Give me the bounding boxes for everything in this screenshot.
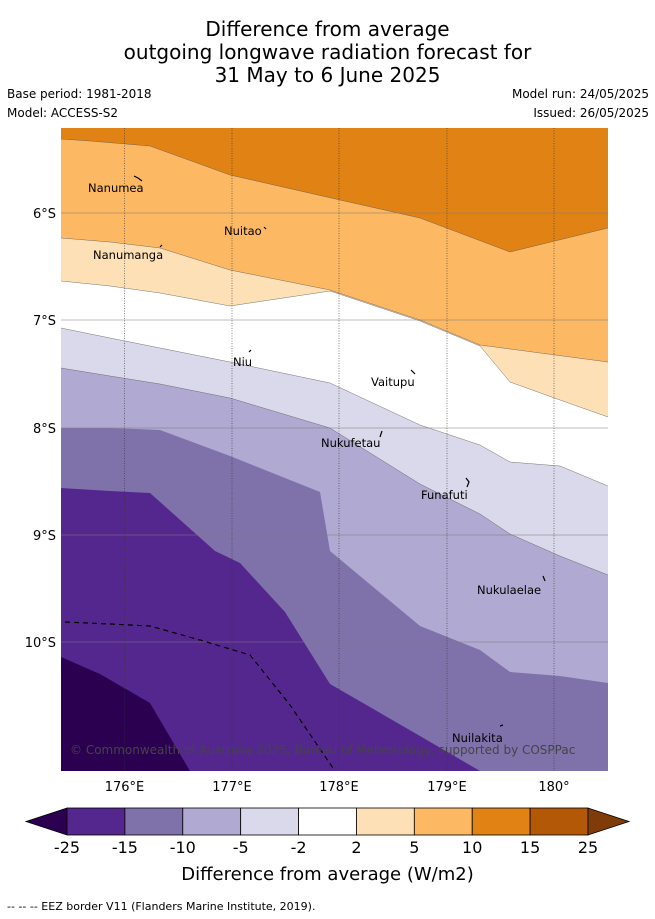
model-run: Model run: 24/05/2025 <box>511 87 649 101</box>
colorbar-segment <box>529 807 589 836</box>
place-label: Nukulaelae <box>477 583 541 597</box>
colorbar-segment <box>413 807 473 836</box>
place-label: Vaitupu <box>371 375 415 389</box>
band-minus15-minus25 <box>61 488 480 771</box>
colorbar-tick-label: 15 <box>520 838 540 857</box>
colorbar-tick-label: -15 <box>112 838 138 857</box>
colorbar-segment <box>356 807 415 836</box>
colorbar-tick-label: 10 <box>462 838 482 857</box>
colorbar-tick-label: 2 <box>351 838 361 857</box>
colorbar-segment <box>471 807 531 836</box>
lon-tick-label: 179°E <box>427 780 467 795</box>
colorbar-tick-label: -5 <box>233 838 249 857</box>
place-label: Nuitao <box>224 224 262 238</box>
base-period: Base period: 1981-2018 <box>7 87 152 101</box>
lon-tick-label: 177°E <box>212 780 252 795</box>
place-label: Nuilakita <box>452 731 503 745</box>
colorbar-extend-high <box>587 807 631 836</box>
colorbar-tick-label: 25 <box>578 838 598 857</box>
colorbar-segment <box>298 807 357 836</box>
place-label: Niu <box>233 355 252 369</box>
title-line-2: outgoing longwave radiation forecast for <box>123 40 532 64</box>
colorbar-extend-low <box>24 807 68 836</box>
issued-date: Issued: 26/05/2025 <box>533 106 649 120</box>
lat-tick-label: 10°S <box>25 636 56 651</box>
island-labels: Nanumea Nuitao Nanumanga Niu Vaitupu Nuk… <box>88 181 541 745</box>
band-below-minus25 <box>61 657 190 771</box>
colorbar-tick-label: -10 <box>170 838 196 857</box>
colorbar-segment <box>66 807 126 836</box>
eez-border <box>64 621 336 771</box>
lon-tick-label: 180° <box>538 780 569 795</box>
lat-tick-label: 6°S <box>33 207 56 222</box>
lat-tick-label: 7°S <box>33 314 56 329</box>
colorbar: -25 -15 -10 -5 -2 2 5 10 15 25 Difference from av… <box>24 807 631 885</box>
title-line-1: Difference from average <box>205 17 450 41</box>
colorbar-tick-label: 5 <box>409 838 419 857</box>
lat-tick-label: 9°S <box>33 529 56 544</box>
place-label: Nanumea <box>88 181 144 195</box>
colorbar-segment <box>240 807 299 836</box>
place-label: Nukufetau <box>321 436 380 450</box>
colorbar-segment <box>124 807 184 836</box>
colorbar-tick-label: -2 <box>291 838 307 857</box>
title-line-3: 31 May to 6 June 2025 <box>214 63 441 87</box>
eez-legend-note: -- -- -- EEZ border V11 (Flanders Marine… <box>7 900 316 913</box>
lon-tick-label: 178°E <box>319 780 359 795</box>
gridlines <box>61 128 608 771</box>
model-name: Model: ACCESS-S2 <box>7 106 119 120</box>
copyright-note: © Commonwealth of Australia 2025, Bureau… <box>70 743 575 757</box>
place-label: Funafuti <box>421 488 468 502</box>
lat-tick-label: 8°S <box>33 422 56 437</box>
place-label: Nanumanga <box>93 248 163 262</box>
contour-fill: © Commonwealth of Australia 2025, Bureau… <box>61 128 608 771</box>
colorbar-label: Difference from average (W/m2) <box>181 864 473 885</box>
colorbar-segment <box>182 807 242 836</box>
colorbar-tick-label: -25 <box>54 838 80 857</box>
lon-tick-label: 176°E <box>105 780 145 795</box>
axis-labels: 6°S 7°S 8°S 9°S 10°S 176°E 177°E 178°E 1… <box>25 207 570 795</box>
island-markers <box>133 175 546 727</box>
